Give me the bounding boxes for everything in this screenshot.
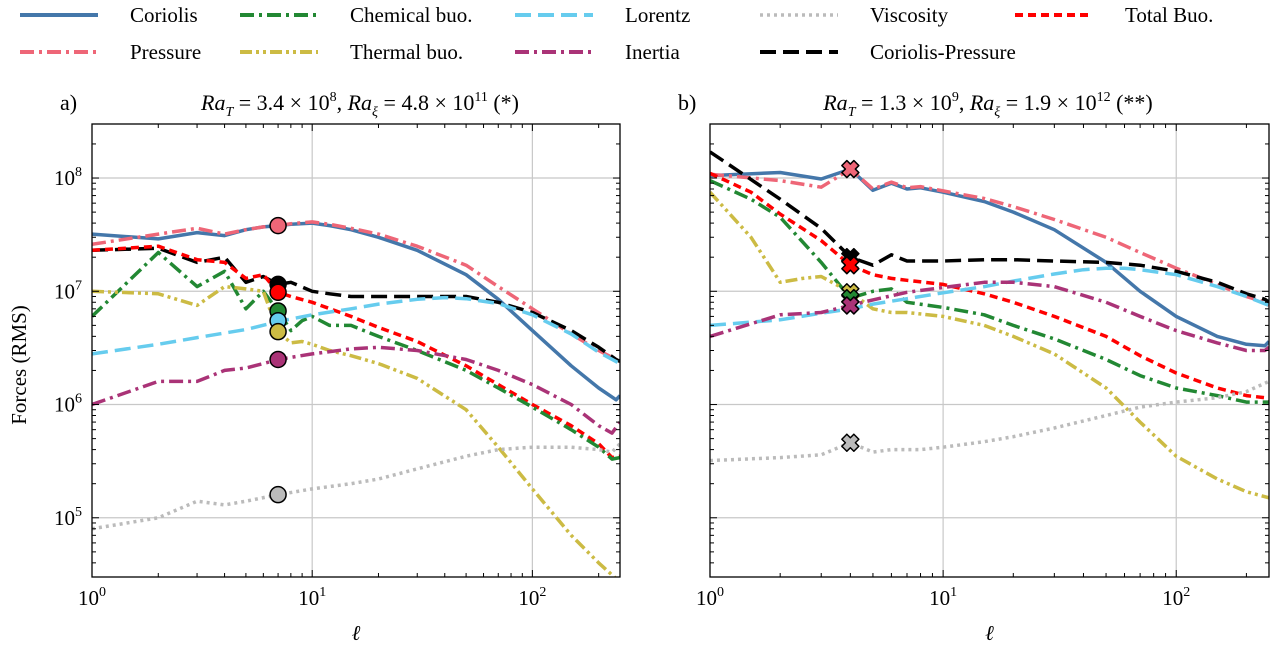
grid xyxy=(92,124,620,577)
legend-label-coriolis: Coriolis xyxy=(130,3,198,27)
series-line-inertia xyxy=(92,345,620,435)
marker-viscosity xyxy=(841,433,860,452)
x-tick-label: 101 xyxy=(298,585,326,610)
series-line-coriolis_pressure xyxy=(92,246,620,364)
series-line-viscosity xyxy=(92,442,620,531)
legend-label-viscosity: Viscosity xyxy=(870,3,949,27)
series-line-inertia xyxy=(710,280,1269,353)
panel-a: a) RaT = 3.4 × 108, Raξ = 4.8 × 1011 (*)… xyxy=(54,90,621,645)
panel-b-title: RaT = 1.3 × 109, Raξ = 1.9 × 1012 (**) xyxy=(822,90,1153,120)
x-axis-label: ℓ xyxy=(352,621,361,645)
series-line-pressure xyxy=(92,220,620,364)
marker-pressure xyxy=(269,216,287,235)
legend-label-thermal: Thermal buo. xyxy=(350,40,463,64)
x-tick-label: 101 xyxy=(929,585,957,610)
axes-frame xyxy=(709,123,1270,578)
marker-thermal xyxy=(269,322,287,341)
y-axis-label: Forces (RMS) xyxy=(7,305,31,425)
marker-inertia xyxy=(269,350,287,369)
series-line-chemical xyxy=(710,179,1269,404)
series-line-lorentz xyxy=(92,295,620,366)
legend-label-chemical: Chemical buo. xyxy=(350,3,472,27)
legend-label-total_buo: Total Buo. xyxy=(1125,3,1213,27)
legend-label-inertia: Inertia xyxy=(625,40,680,64)
legend-label-lorentz: Lorentz xyxy=(625,3,690,27)
series-line-thermal xyxy=(92,284,617,577)
series-line-total_buo xyxy=(710,171,1269,402)
panel-b: b) RaT = 1.3 × 109, Raξ = 1.9 × 1012 (**… xyxy=(678,90,1270,645)
panel-a-title: RaT = 3.4 × 108, Raξ = 4.8 × 1011 (*) xyxy=(200,90,519,120)
panel-b-letter: b) xyxy=(678,90,696,115)
y-tick-label: 106 xyxy=(54,392,82,417)
y-tick-label: 105 xyxy=(54,505,82,530)
panel-a-letter: a) xyxy=(60,90,77,115)
y-tick-label: 108 xyxy=(54,165,82,190)
x-tick-label: 102 xyxy=(518,585,546,610)
x-tick-label: 102 xyxy=(1162,585,1190,610)
ticks xyxy=(709,123,1269,578)
legend-label-pressure: Pressure xyxy=(130,40,201,64)
grid xyxy=(710,124,1269,577)
y-tick-label: 107 xyxy=(54,278,82,303)
marker-total_buo xyxy=(841,255,860,275)
marker-inertia xyxy=(841,296,860,315)
legend-label-coriolis_pressure: Coriolis-Pressure xyxy=(870,40,1016,64)
marker-viscosity xyxy=(269,485,287,504)
series-line-viscosity xyxy=(710,379,1269,463)
x-axis-label: ℓ xyxy=(985,621,994,645)
series-line-chemical xyxy=(92,250,620,461)
legend: Coriolis Chemical buo. Lorentz Viscosity Tot… xyxy=(20,3,1213,64)
marker-total_buo xyxy=(269,283,287,302)
x-tick-label: 100 xyxy=(78,585,106,610)
series-line-total_buo xyxy=(92,244,620,460)
plot-area xyxy=(710,150,1269,500)
x-tick-label: 100 xyxy=(696,585,724,610)
marker-pressure xyxy=(841,159,860,179)
series-line-thermal xyxy=(710,191,1269,500)
ticks xyxy=(91,123,620,578)
axes-frame xyxy=(91,123,621,578)
plot-area xyxy=(92,216,620,577)
series-line-lorentz xyxy=(710,266,1269,328)
